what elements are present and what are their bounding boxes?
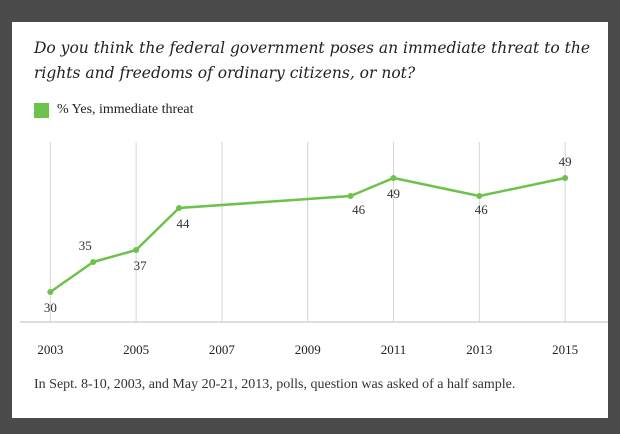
x-tick-label-2007: 2007	[209, 342, 236, 357]
x-tick-label-2003: 2003	[37, 342, 63, 357]
data-point-0	[47, 289, 54, 295]
data-point-2	[133, 247, 140, 253]
line-chart: 2003 2005 2007 2009 2011 2013 2015 30 35 37 44 46 4…	[20, 142, 608, 357]
data-labels: 30 35 37 44 46 49 46 49	[44, 154, 572, 315]
x-axis: 2003 2005 2007 2009 2011 2013 2015	[20, 321, 608, 357]
chart-footnote: In Sept. 8-10, 2003, and May 20-21, 2013…	[34, 377, 516, 392]
data-label-6: 46	[475, 202, 489, 217]
chart-title: Do you think the federal government pose…	[34, 39, 591, 82]
data-point-5	[390, 175, 397, 181]
data-point-6	[476, 193, 483, 199]
data-label-0: 30	[44, 300, 57, 315]
series-line-layer	[47, 175, 569, 295]
x-tick-label-2011: 2011	[381, 342, 407, 357]
data-label-2: 37	[134, 258, 148, 273]
grid-lines	[49, 142, 566, 322]
data-point-4	[347, 193, 354, 199]
legend-swatch	[34, 102, 49, 118]
series-line-yes-immediate-threat	[49, 176, 567, 294]
data-point-1	[90, 259, 97, 265]
data-label-7: 49	[559, 154, 572, 169]
data-label-4: 46	[352, 202, 366, 217]
x-tick-label-2013: 2013	[466, 342, 492, 357]
data-label-3: 44	[177, 216, 191, 231]
data-point-3	[176, 205, 183, 211]
x-tick-label-2015: 2015	[552, 342, 578, 357]
data-label-5: 49	[387, 186, 400, 201]
chart-legend: % Yes, immediate threat	[34, 100, 193, 120]
legend-label: % Yes, immediate threat	[57, 102, 194, 117]
x-tick-label-2009: 2009	[295, 342, 321, 357]
x-tick-label-2005: 2005	[123, 342, 149, 357]
chart-card: Do you think the federal government pose…	[12, 22, 608, 418]
data-label-1: 35	[79, 238, 92, 253]
data-point-7	[562, 175, 569, 181]
